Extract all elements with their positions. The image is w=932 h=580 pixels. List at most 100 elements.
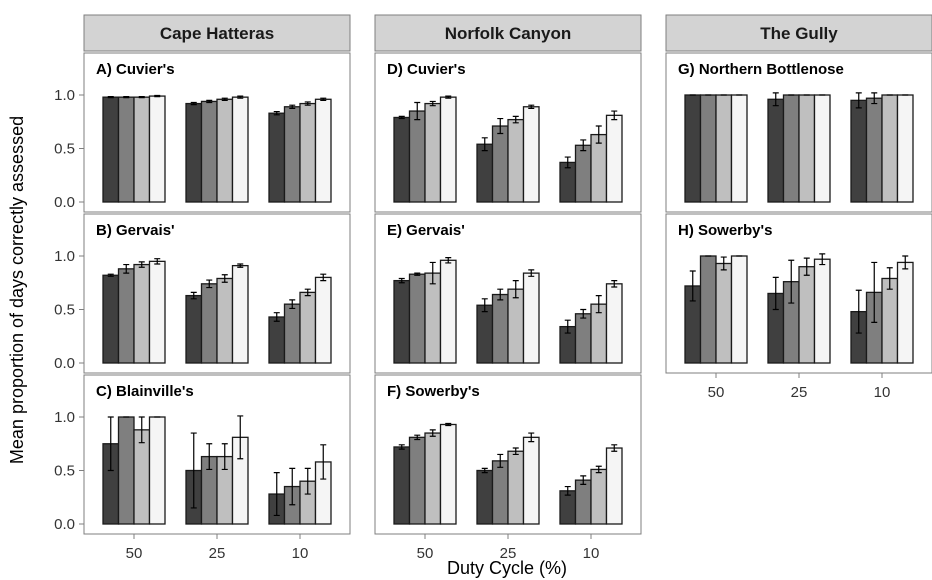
error-bar: [107, 96, 114, 99]
y-tick-label: 0.0: [54, 194, 75, 211]
error-bar: [123, 263, 130, 274]
bar: [715, 94, 733, 203]
error-bar: [206, 99, 213, 104]
strip-header-box: [665, 14, 932, 52]
bar: [408, 110, 426, 203]
bar: [102, 274, 120, 364]
bar: [283, 303, 301, 364]
error-bar: [190, 291, 197, 300]
error-bar: [512, 280, 519, 299]
error-bar: [414, 101, 421, 121]
bar: [767, 98, 785, 203]
bar: [522, 106, 540, 203]
x-tick-label: 10: [292, 545, 309, 562]
error-bar: [689, 270, 696, 302]
bar: [133, 263, 151, 364]
bar: [117, 416, 135, 525]
bar: [590, 468, 608, 525]
x-tick-label: 50: [126, 545, 143, 562]
error-bar: [595, 294, 602, 314]
error-bar: [611, 280, 618, 288]
error-bar: [871, 261, 878, 323]
error-bar: [398, 115, 405, 120]
error-bar: [289, 467, 296, 506]
error-bar: [528, 432, 535, 443]
panel-title: E) Gervais': [387, 222, 465, 239]
error-bar: [320, 97, 327, 101]
bar: [522, 272, 540, 364]
error-bar: [154, 258, 161, 265]
error-bar: [871, 92, 878, 105]
error-bar: [320, 444, 327, 480]
bar: [699, 255, 717, 364]
bar: [507, 450, 525, 525]
bar: [314, 276, 332, 364]
bar: [133, 96, 151, 203]
x-tick-label: 10: [874, 384, 891, 401]
error-bar: [564, 319, 571, 334]
error-bar: [855, 92, 862, 109]
error-bar: [772, 276, 779, 311]
error-bar: [481, 298, 488, 313]
error-bar: [886, 267, 893, 290]
bar: [102, 96, 120, 203]
facet-panel: D) Cuvier's: [374, 52, 642, 213]
error-bar: [595, 465, 602, 474]
error-bar: [221, 274, 228, 283]
error-bar: [237, 95, 244, 99]
error-bar: [398, 277, 405, 284]
bar: [476, 304, 494, 364]
error-bar: [289, 104, 296, 109]
bar: [881, 277, 899, 364]
error-bar: [206, 443, 213, 471]
error-bar: [398, 444, 405, 450]
bar: [522, 436, 540, 525]
y-tick-label: 0.5: [54, 141, 75, 158]
bar: [439, 423, 457, 525]
error-bar: [611, 110, 618, 121]
bar: [185, 102, 203, 203]
y-tick-label: 1.0: [54, 248, 75, 265]
error-bar: [720, 256, 727, 271]
error-bar: [497, 288, 504, 301]
bar: [268, 316, 286, 364]
bar: [424, 272, 442, 364]
error-bar: [221, 443, 228, 471]
error-bar: [237, 415, 244, 460]
bar: [730, 94, 748, 203]
error-bar: [788, 259, 795, 304]
x-tick-label: 10: [583, 545, 600, 562]
error-bar: [414, 272, 421, 276]
error-bar: [512, 115, 519, 124]
bar: [424, 432, 442, 525]
bar: [299, 102, 317, 203]
bar: [491, 293, 509, 364]
bar: [117, 268, 135, 364]
error-bar: [190, 432, 197, 509]
bar: [574, 479, 592, 525]
bar: [782, 94, 800, 203]
error-bar: [138, 96, 145, 99]
error-bar: [497, 117, 504, 135]
bar: [200, 283, 218, 364]
bar: [865, 97, 883, 203]
x-tick-label: 25: [791, 384, 808, 401]
error-bar: [429, 100, 436, 107]
panel-title: G) Northern Bottlenose: [678, 61, 844, 78]
bar: [699, 94, 717, 203]
y-tick-label: 0.0: [54, 355, 75, 372]
strip-header-box: [374, 14, 642, 52]
bar: [798, 266, 816, 364]
bar: [185, 294, 203, 364]
panel-title: C) Blainville's: [96, 383, 194, 400]
error-bar: [528, 104, 535, 109]
error-bar: [772, 92, 779, 107]
error-bar: [595, 125, 602, 144]
error-bar: [273, 110, 280, 116]
error-bar: [206, 279, 213, 289]
x-tick-label: 50: [417, 545, 434, 562]
bar: [813, 258, 831, 364]
facet-panel: F) Sowerby's 50 25 10: [374, 374, 642, 562]
bar: [268, 112, 286, 203]
